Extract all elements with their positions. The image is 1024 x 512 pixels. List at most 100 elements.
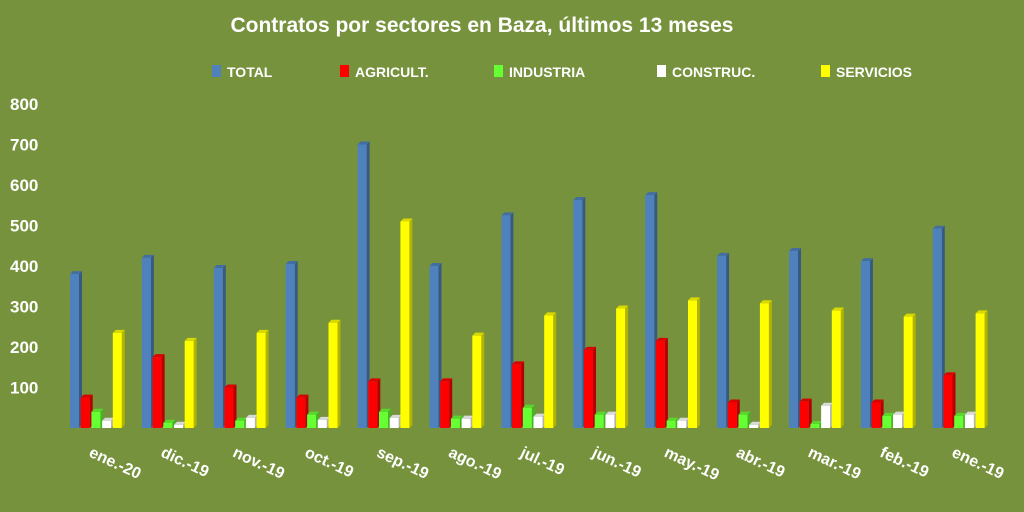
legend-label: INDUSTRIA	[509, 64, 585, 80]
bar-side	[726, 252, 730, 428]
bar-top	[368, 378, 381, 382]
y-tick-label: 700	[10, 136, 38, 155]
bar-top	[522, 404, 535, 408]
bar-front	[954, 415, 964, 428]
y-tick-label: 800	[10, 95, 38, 114]
bar-top	[440, 378, 453, 382]
bar-front	[440, 381, 450, 428]
bar-front	[688, 300, 697, 428]
bar	[461, 415, 474, 428]
bar-top	[717, 252, 730, 256]
bar-top	[472, 332, 485, 336]
bar-front	[666, 420, 676, 428]
bar	[70, 271, 82, 428]
bar-top	[285, 260, 298, 264]
bar-front	[174, 424, 183, 428]
bar	[943, 372, 956, 428]
bar-top	[501, 212, 514, 216]
bar	[799, 398, 812, 428]
bar-front	[389, 417, 399, 428]
bar-front	[738, 414, 748, 428]
bar-front	[677, 420, 687, 428]
bar-side	[798, 248, 801, 428]
bar-top	[677, 417, 690, 421]
bar-front	[831, 310, 841, 428]
bar-front	[759, 303, 769, 428]
bar-front	[727, 402, 737, 428]
bar-side	[869, 258, 873, 428]
bar-top	[799, 398, 812, 402]
bar-front	[285, 263, 295, 428]
bar-front	[932, 228, 942, 428]
bar-front	[296, 397, 306, 428]
bar-top	[645, 192, 658, 196]
bar-side	[625, 305, 629, 428]
bar-top	[357, 141, 370, 145]
bar-top	[112, 329, 125, 333]
y-tick-label: 400	[10, 257, 38, 276]
bar-top	[174, 421, 186, 425]
bar-side	[121, 329, 125, 428]
bar-front	[964, 414, 974, 428]
bar-top	[727, 399, 740, 403]
bar-side	[840, 307, 844, 428]
bar-front	[461, 418, 471, 428]
bar-top	[184, 337, 197, 341]
legend-label: CONSTRUC.	[672, 64, 755, 80]
bar	[759, 300, 772, 428]
bar	[594, 411, 607, 428]
bar-top	[213, 265, 226, 269]
y-tick-label: 100	[10, 379, 38, 398]
bar-top	[429, 263, 442, 266]
bar	[389, 414, 402, 428]
bar	[512, 361, 525, 428]
bar	[400, 218, 413, 428]
bar-top	[152, 354, 165, 358]
bar-front	[893, 414, 902, 428]
bar-front	[522, 407, 532, 428]
bar-front	[789, 251, 798, 428]
bar	[831, 307, 844, 428]
bar	[501, 212, 514, 428]
bar	[224, 384, 237, 428]
bar-top	[738, 411, 751, 415]
bar	[141, 254, 154, 428]
bar-top	[584, 346, 596, 350]
bar-top	[389, 414, 402, 418]
bar-front	[400, 221, 410, 428]
bar-top	[666, 417, 679, 421]
bar-side	[337, 319, 341, 428]
bar	[450, 415, 463, 428]
bar-front	[799, 401, 809, 428]
legend-label: TOTAL	[227, 64, 273, 80]
bar	[738, 411, 751, 428]
bar	[821, 402, 834, 428]
bar-front	[512, 364, 522, 428]
bar-front	[655, 340, 665, 428]
bar	[655, 337, 668, 428]
bar-front	[328, 322, 338, 428]
bar-front	[975, 313, 985, 428]
bar-front	[163, 422, 173, 428]
bar	[379, 408, 391, 428]
bar-top	[860, 258, 873, 262]
bar-front	[317, 419, 327, 428]
bar-top	[512, 361, 525, 365]
bar-top	[893, 411, 905, 415]
bar-side	[172, 419, 176, 428]
bar-front	[213, 268, 223, 428]
bar-top	[871, 399, 884, 403]
bar	[573, 196, 586, 428]
bar-top	[594, 411, 607, 415]
bar-front	[368, 381, 378, 428]
bar-top	[70, 271, 82, 275]
bar-front	[645, 195, 655, 428]
bar	[522, 404, 535, 428]
bar	[328, 319, 341, 428]
bar	[544, 312, 557, 428]
legend-swatch	[494, 65, 503, 77]
bar-top	[573, 196, 586, 200]
bar-top	[975, 310, 988, 314]
bar-side	[409, 218, 413, 428]
bar-front	[245, 417, 255, 428]
